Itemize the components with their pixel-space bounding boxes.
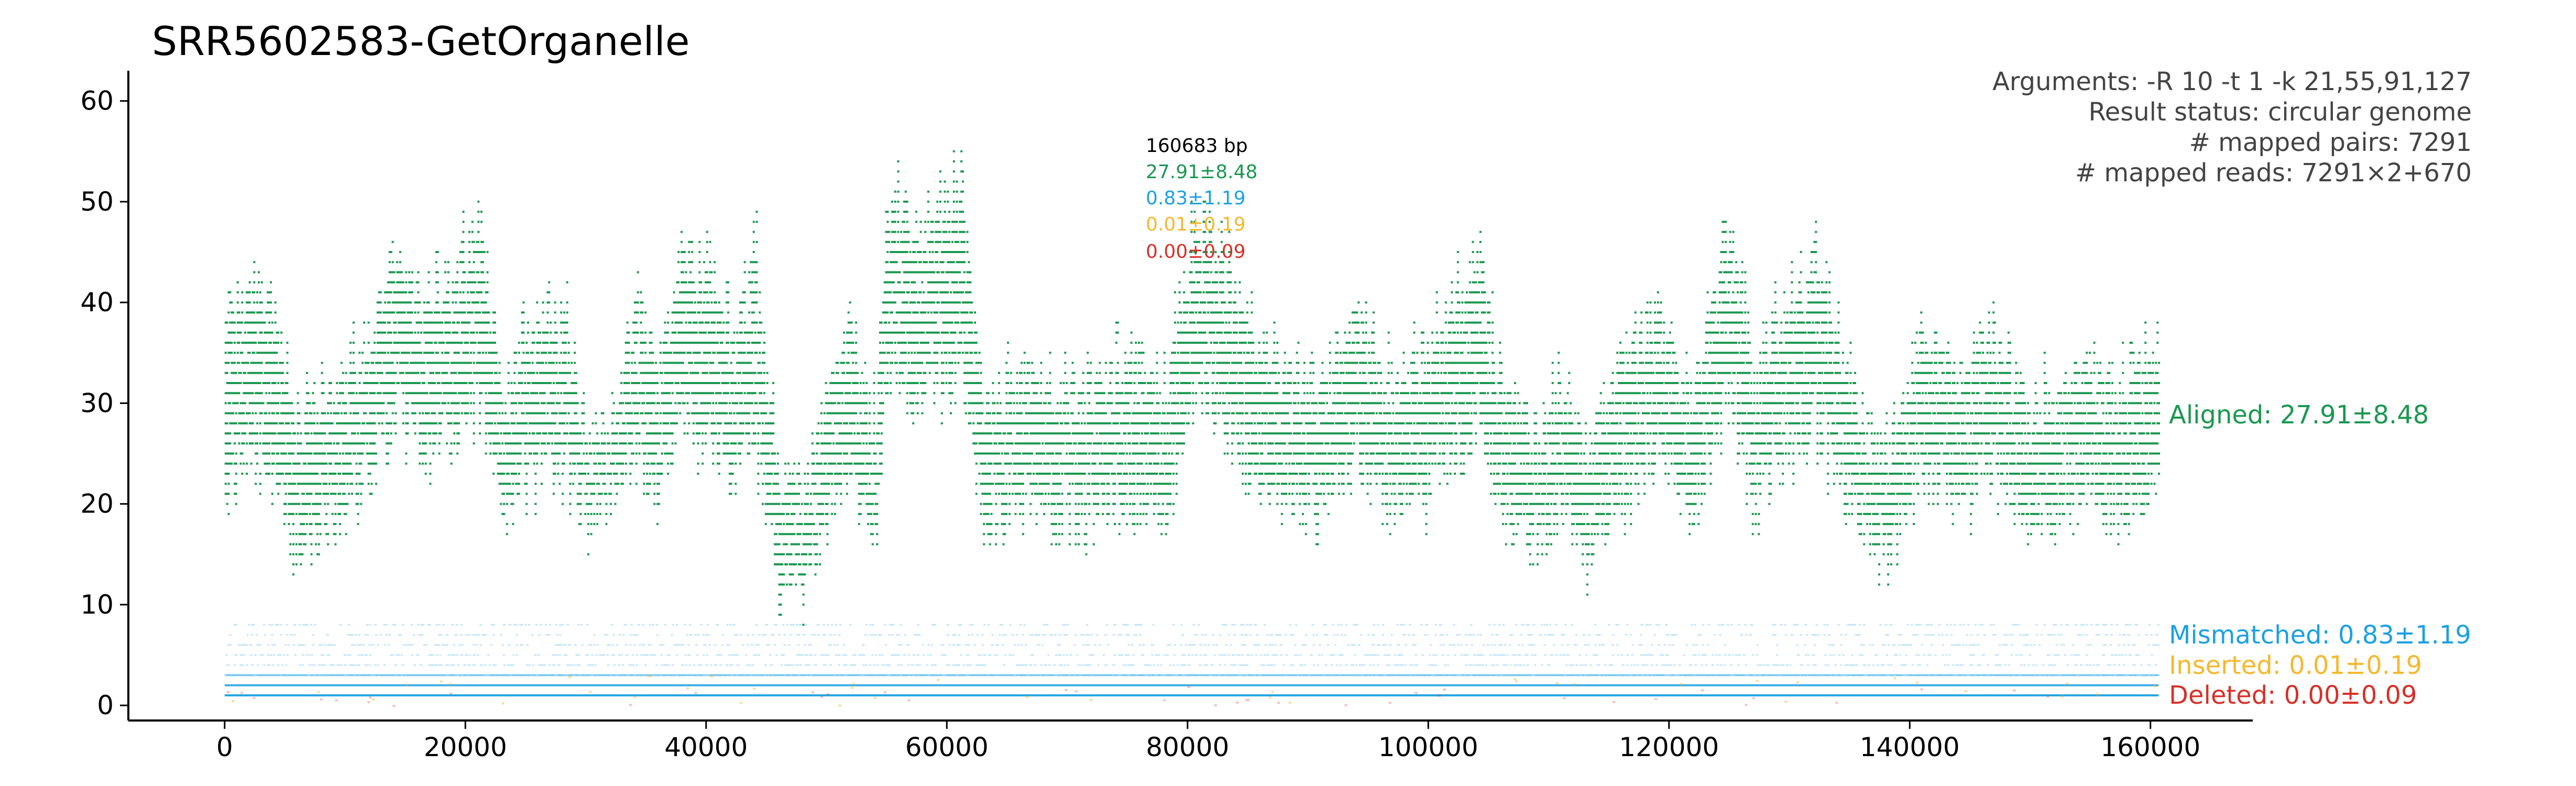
series-labels: Aligned: 27.91±8.48 Mismatched: 0.83±1.1… bbox=[2169, 400, 2471, 710]
indel-marks bbox=[232, 675, 2157, 707]
y-tick-label: 10 bbox=[80, 590, 114, 620]
mismatched-faint-marks bbox=[225, 624, 2160, 676]
plot-area bbox=[224, 150, 2161, 707]
y-axis-ticks: 0 10 20 30 40 50 60 bbox=[80, 86, 128, 720]
indel-depth-points bbox=[232, 675, 2157, 707]
center-stat-labels: 160683 bp 27.91±8.48 0.83±1.19 0.01±0.19… bbox=[1146, 135, 1257, 263]
deleted-center-label: 0.00±0.09 bbox=[1146, 241, 1245, 263]
info-block: Arguments: -R 10 -t 1 -k 21,55,91,127 Re… bbox=[1992, 67, 2472, 188]
deleted-series-label: Deleted: 0.00±0.09 bbox=[2169, 681, 2417, 710]
mapped-reads-text: # mapped reads: 7291×2+670 bbox=[2075, 158, 2472, 188]
y-tick-label: 40 bbox=[80, 287, 114, 318]
x-tick-label: 100000 bbox=[1378, 732, 1478, 762]
y-tick-label: 20 bbox=[80, 489, 114, 519]
genome-length-label: 160683 bp bbox=[1146, 135, 1248, 157]
aligned-series-label: Aligned: 27.91±8.48 bbox=[2169, 400, 2429, 430]
result-status-text: Result status: circular genome bbox=[2088, 97, 2472, 127]
chart-title: SRR5602583-GetOrganelle bbox=[152, 18, 689, 64]
mismatched-depth-points bbox=[224, 624, 2160, 696]
mismatched-center-label: 0.83±1.19 bbox=[1146, 188, 1245, 209]
mismatched-series-label: Mismatched: 0.83±1.19 bbox=[2169, 620, 2471, 650]
x-axis-ticks: 0 20000 40000 60000 80000 100000 120000 140000 1… bbox=[216, 720, 2200, 762]
x-tick-label: 80000 bbox=[1146, 732, 1229, 762]
x-tick-label: 120000 bbox=[1619, 732, 1719, 762]
y-tick-label: 0 bbox=[97, 690, 114, 720]
x-tick-label: 40000 bbox=[664, 732, 748, 762]
x-tick-label: 60000 bbox=[905, 732, 989, 762]
indel-depth-points bbox=[226, 686, 2049, 707]
inserted-series-label: Inserted: 0.01±0.19 bbox=[2169, 651, 2422, 680]
inserted-center-label: 0.01±0.19 bbox=[1146, 214, 1245, 235]
arguments-text: Arguments: -R 10 -t 1 -k 21,55,91,127 bbox=[1992, 67, 2472, 96]
x-tick-label: 20000 bbox=[424, 732, 507, 762]
x-tick-label: 0 bbox=[216, 732, 233, 762]
mapped-pairs-text: # mapped pairs: 7291 bbox=[2189, 128, 2472, 157]
x-tick-label: 160000 bbox=[2100, 732, 2200, 762]
y-tick-label: 30 bbox=[80, 388, 114, 418]
y-tick-label: 60 bbox=[80, 86, 114, 116]
x-tick-label: 140000 bbox=[1860, 732, 1960, 762]
aligned-center-label: 27.91±8.48 bbox=[1146, 161, 1257, 183]
y-tick-label: 50 bbox=[80, 187, 114, 217]
indel-marks bbox=[226, 686, 2049, 707]
